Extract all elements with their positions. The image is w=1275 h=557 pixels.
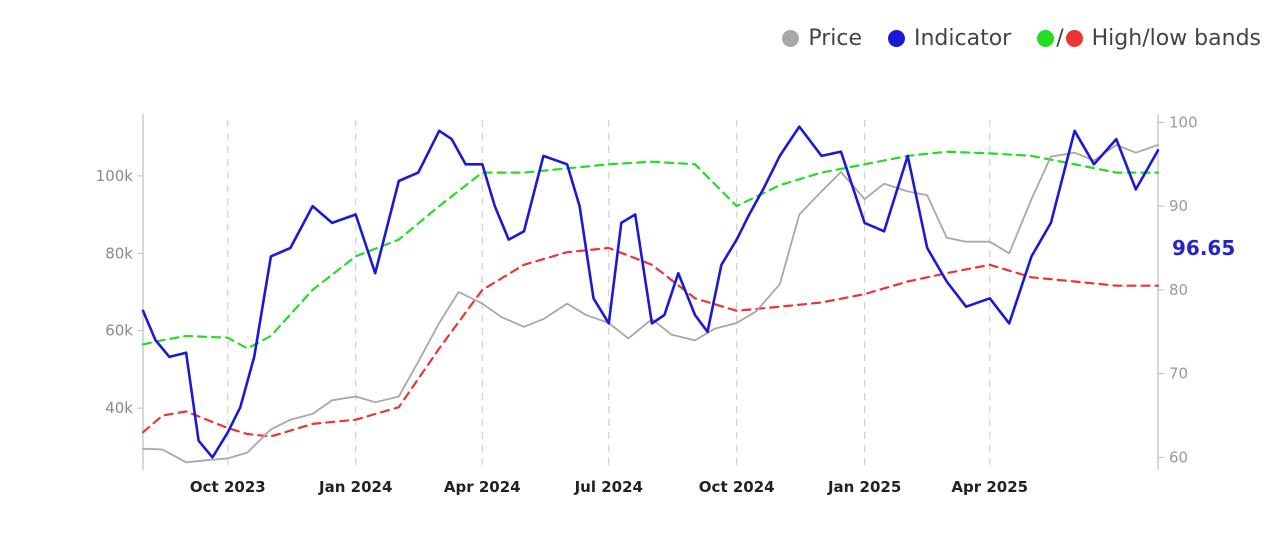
x-tick-label-3: Jul 2024 (574, 478, 643, 496)
right-tick-label-0: 60 (1169, 448, 1188, 466)
price-dot-icon (782, 30, 800, 47)
right-tick-label-2: 80 (1169, 281, 1188, 299)
left-tick-label-2: 80k (105, 244, 133, 262)
left-tick-label-3: 100k (96, 167, 134, 185)
x-tick-label-0: Oct 2023 (190, 478, 266, 496)
low-band-line (141, 246, 1160, 438)
x-tick-label-4: Oct 2024 (699, 478, 775, 496)
legend-item-indicator[interactable]: Indicator (888, 26, 1011, 51)
legend-label-price: Price (808, 26, 862, 51)
legend-item-price[interactable]: Price (782, 26, 862, 51)
legend-item-bands[interactable]: / High/low bands (1037, 26, 1261, 51)
x-tick-label-6: Apr 2025 (951, 478, 1028, 496)
indicator-last-value-label: 96.65 (1172, 236, 1235, 260)
indicator-dot-icon (888, 30, 905, 47)
x-tick-label-1: Jan 2024 (318, 478, 392, 496)
legend-label-indicator: Indicator (914, 26, 1012, 51)
right-tick-label-1: 70 (1169, 365, 1188, 383)
right-tick-label-3: 90 (1169, 197, 1188, 215)
low-band-dot-icon (1065, 30, 1083, 47)
indicator-line (141, 125, 1160, 459)
left-tick-label-1: 60k (105, 322, 133, 340)
legend: Price Indicator / High/low bands (756, 26, 1261, 51)
legend-label-bands: High/low bands (1091, 26, 1261, 51)
legend-separator: / (1056, 26, 1064, 51)
high-band-dot-icon (1037, 30, 1055, 47)
x-tick-label-2: Apr 2024 (444, 478, 521, 496)
right-tick-label-4: 100 (1169, 113, 1198, 131)
left-tick-label-0: 40k (105, 399, 133, 417)
price-line (142, 144, 1159, 464)
x-tick-label-5: Jan 2025 (827, 478, 901, 496)
